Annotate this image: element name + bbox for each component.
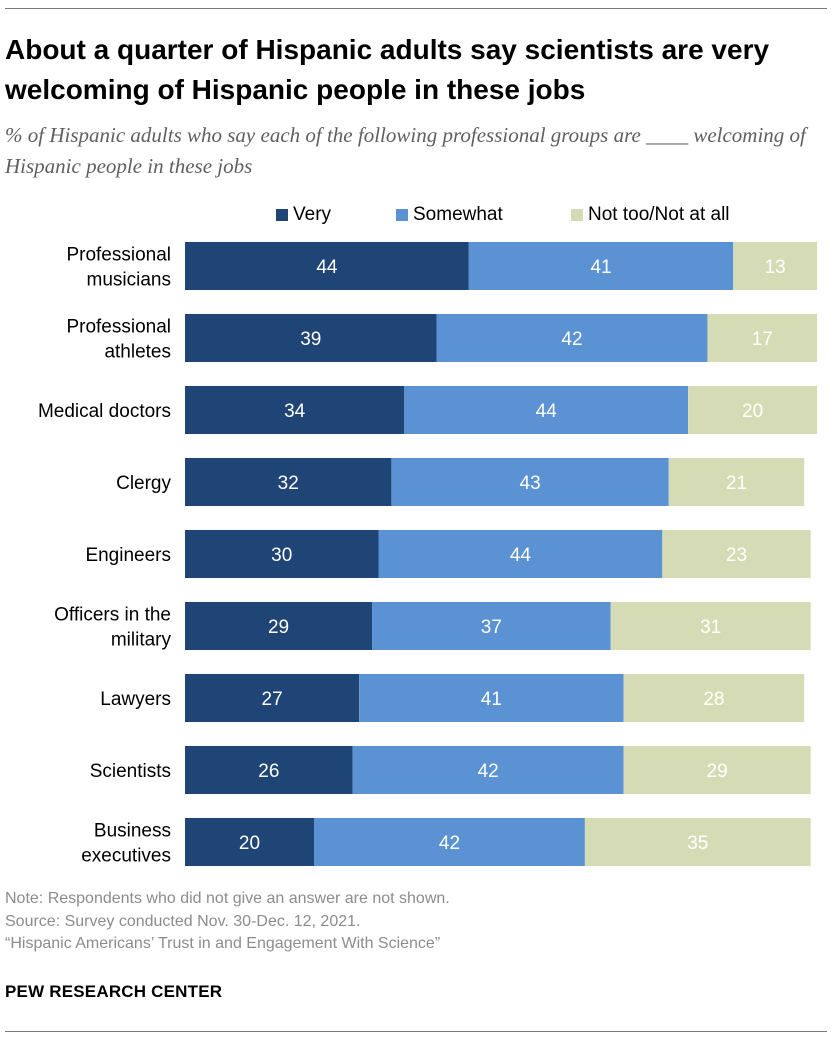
value-label-very-professional-athletes: 39 (300, 329, 321, 350)
category-label-line: athletes (104, 342, 171, 363)
value-label-somewhat-engineers: 44 (510, 545, 532, 566)
bar-somewhat-lawyers (359, 674, 624, 722)
bottom-rule (5, 1031, 827, 1032)
bar-very-officers-in-the-military (185, 602, 373, 650)
legend-swatch-somewhat (396, 209, 408, 221)
category-label-officers-in-the-military: Officers in the military (54, 605, 171, 651)
value-label-very-medical-doctors: 34 (284, 401, 306, 422)
value-label-somewhat-professional-athletes: 42 (561, 329, 582, 350)
value-label-not-too-not-at-all-professional-musicians: 13 (765, 257, 786, 278)
legend-item-somewhat: Somewhat (396, 203, 503, 227)
bar-somewhat-clergy (391, 458, 669, 506)
category-label-line: military (111, 630, 172, 651)
bar-not-too-not-at-all-medical-doctors (688, 386, 818, 434)
chart-title: About a quarter of Hispanic adults say s… (5, 34, 770, 105)
bar-somewhat-medical-doctors (404, 386, 689, 434)
legend-label-somewhat: Somewhat (413, 204, 503, 225)
legend-swatch-not-too (571, 209, 583, 221)
bar-very-medical-doctors (185, 386, 405, 434)
bar-somewhat-engineers (378, 530, 663, 578)
value-label-not-too-not-at-all-officers-in-the-military: 31 (700, 617, 721, 638)
category-label-line: Professional (66, 245, 171, 266)
category-label-line: musicians (87, 270, 171, 291)
category-label-lawyers: Lawyers (100, 689, 171, 710)
value-label-somewhat-lawyers: 41 (481, 689, 502, 710)
category-label-professional-musicians: Professional musicians (66, 245, 171, 291)
top-rule (5, 8, 827, 9)
bar-not-too-not-at-all-officers-in-the-military (610, 602, 811, 650)
value-label-not-too-not-at-all-medical-doctors: 20 (742, 401, 763, 422)
source-text: Source: Survey conducted Nov. 30-Dec. 12… (5, 912, 361, 930)
category-label-engineers: Engineers (85, 545, 171, 566)
category-label-scientists: Scientists (90, 761, 171, 782)
bar-very-professional-musicians (185, 242, 469, 290)
brand-name: PEW RESEARCH CENTER (5, 982, 223, 1001)
chart-subtitle: % of Hispanic adults who say each of the… (5, 123, 806, 178)
report-title-text: “Hispanic Americans’ Trust in and Engage… (5, 935, 441, 952)
notes: Note: Respondents who did not give an an… (5, 888, 450, 956)
bar-somewhat-business-executives (314, 818, 585, 866)
value-label-not-too-not-at-all-business-executives: 35 (687, 833, 708, 854)
category-label-clergy: Clergy (116, 473, 171, 494)
category-label-line: Professional (66, 317, 171, 338)
legend-label-not-too: Not too/Not at all (588, 204, 730, 225)
category-label-business-executives: Business executives (81, 821, 171, 867)
category-label-line: Clergy (116, 473, 171, 494)
legend-item-not-too: Not too/Not at all (571, 203, 730, 227)
value-label-very-engineers: 30 (271, 545, 292, 566)
bar-not-too-not-at-all-engineers (662, 530, 811, 578)
value-label-very-business-executives: 20 (239, 833, 260, 854)
category-label-line: Scientists (90, 761, 171, 782)
category-label-line: Engineers (85, 545, 171, 566)
bar-very-business-executives (185, 818, 314, 866)
bar-very-engineers (185, 530, 379, 578)
bar-somewhat-professional-musicians (468, 242, 734, 290)
value-label-somewhat-medical-doctors: 44 (536, 401, 558, 422)
bar-not-too-not-at-all-clergy (668, 458, 805, 506)
note-text: Note: Respondents who did not give an an… (5, 890, 450, 907)
bar-somewhat-scientists (352, 746, 624, 794)
category-label-line: Medical doctors (38, 401, 171, 422)
category-label-medical-doctors: Medical doctors (38, 401, 171, 422)
category-label-line: Lawyers (100, 689, 171, 710)
bar-very-lawyers (185, 674, 360, 722)
stacked-bar-chart: Professional musicians 44 41 13 Professional a… (38, 242, 818, 867)
value-label-not-too-not-at-all-engineers: 23 (726, 545, 747, 566)
bar-not-too-not-at-all-professional-musicians (733, 242, 818, 290)
value-label-not-too-not-at-all-lawyers: 28 (703, 689, 724, 710)
value-label-very-professional-musicians: 44 (316, 257, 338, 278)
value-label-not-too-not-at-all-professional-athletes: 17 (752, 329, 773, 350)
legend: Very Somewhat Not too/Not at all (0, 203, 840, 227)
category-label-professional-athletes: Professional athletes (66, 317, 171, 363)
value-label-very-lawyers: 27 (262, 689, 283, 710)
value-label-very-officers-in-the-military: 29 (268, 617, 289, 638)
value-label-not-too-not-at-all-clergy: 21 (726, 473, 747, 494)
bar-very-professional-athletes (185, 314, 437, 362)
bar-not-too-not-at-all-scientists (623, 746, 811, 794)
legend-swatch-very (276, 209, 288, 221)
value-label-somewhat-clergy: 43 (520, 473, 541, 494)
value-label-very-scientists: 26 (258, 761, 279, 782)
value-label-not-too-not-at-all-scientists: 29 (707, 761, 728, 782)
value-label-very-clergy: 32 (278, 473, 299, 494)
value-label-somewhat-scientists: 42 (478, 761, 499, 782)
bar-not-too-not-at-all-business-executives (584, 818, 811, 866)
bar-very-clergy (185, 458, 392, 506)
legend-label-very: Very (293, 204, 332, 225)
bar-not-too-not-at-all-professional-athletes (707, 314, 818, 362)
value-label-somewhat-business-executives: 42 (439, 833, 460, 854)
category-label-line: executives (81, 846, 171, 867)
value-label-somewhat-professional-musicians: 41 (590, 257, 611, 278)
bar-somewhat-professional-athletes (436, 314, 708, 362)
bar-not-too-not-at-all-lawyers (623, 674, 805, 722)
bar-very-scientists (185, 746, 353, 794)
category-label-line: Officers in the (54, 605, 171, 626)
legend-item-very: Very (276, 203, 331, 227)
bar-somewhat-officers-in-the-military (372, 602, 611, 650)
category-label-line: Business (94, 821, 171, 842)
value-label-somewhat-officers-in-the-military: 37 (481, 617, 502, 638)
